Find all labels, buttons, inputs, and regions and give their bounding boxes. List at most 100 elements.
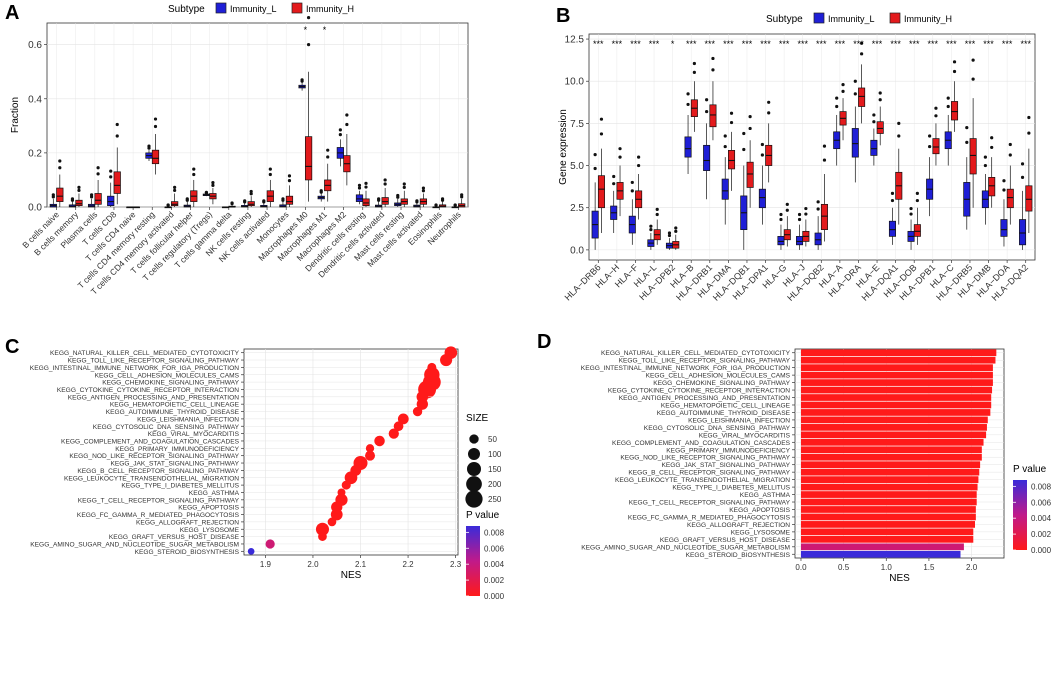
bar [800,498,977,506]
outlier-point [723,144,727,149]
outlier-point [440,197,445,201]
legend-swatch-b-0 [813,12,825,24]
bar [800,409,991,416]
pathway-label: KEGG_NATURAL_KILLER_CELL_MEDIATED_CYTOTO… [601,350,791,357]
pathway-label: KEGG_ASTHMA [189,490,240,497]
outlier-point [990,136,994,140]
outlier-point [453,203,457,207]
tick-label-y: 5.0 [570,161,584,172]
panel-label-b: B [556,5,570,27]
box-immunity_h [597,175,605,209]
significance-mark: *** [705,39,716,49]
pathway-label: KEGG_CELL_ADHESION_MOLECULES_CAMS [646,373,791,380]
significance-mark: *** [723,39,734,49]
outlier-point [230,201,234,205]
significance-mark: *** [965,39,976,49]
outlier-point [396,193,400,198]
tick-label-y: 0.0 [570,245,584,256]
tick-label-x: 0.5 [838,563,850,572]
legend-swatch-b-1 [889,12,901,24]
box-immunity_h [113,171,121,194]
colorbar-tick-label: 0.000 [484,592,505,601]
size-legend-label: 250 [488,495,502,504]
outlier-point [742,131,746,136]
size-legend-dot [466,461,482,477]
significance-mark: *** [760,39,771,49]
size-legend-label: 200 [488,480,502,489]
outlier-point [630,189,634,193]
outlier-point [383,178,387,182]
outlier-point [618,147,622,151]
tick-label-x: 2.2 [403,560,415,569]
box-immunity_l [703,144,711,171]
significance-mark: *** [612,39,623,49]
pathway-label: KEGG_APOPTOSIS [178,505,239,512]
pathway-label: KEGG_ANTIGEN_PROCESSING_AND_PRESENTATION [68,394,239,401]
box-immunity_h [1006,188,1014,209]
pathway-label: KEGG_LEUKOCYTE_TRANSENDOTHELIAL_MIGRATIO… [64,475,239,482]
outlier-point [816,207,820,211]
box-immunity_h [746,161,754,188]
pathway-label: KEGG_VIRAL_MYOCARDITIS [699,432,791,439]
tick-label-y: 0.0 [28,203,42,214]
outlier-point [872,120,876,124]
outlier-point [1002,188,1006,192]
box-immunity_h [94,193,102,205]
box-immunity_h [858,87,866,107]
pathway-label: KEGG_GRAFT_VERSUS_HOST_DISEASE [109,534,240,541]
outlier-point [249,189,253,194]
pathway-label: KEGG_LEUKOCYTE_TRANSENDOTHELIAL_MIGRATIO… [615,477,790,484]
outlier-point [249,192,253,196]
bar [800,424,987,431]
dot-point [388,428,399,439]
size-legend-dot [465,490,483,508]
colorbar-tick-label: 0.000 [1031,546,1052,555]
significance-mark: *** [872,39,883,49]
plot-area [46,22,469,208]
pathway-label: KEGG_CELL_ADHESION_MOLECULES_CAMS [95,372,240,379]
outlier-point [686,102,690,107]
box-immunity_l [1019,219,1027,246]
size-legend-label: 50 [488,435,497,444]
outlier-point [934,114,938,118]
outlier-point [797,217,802,222]
outlier-point [878,98,882,102]
outlier-point [705,98,709,102]
outlier-point [166,203,170,207]
outlier-point [153,117,158,121]
size-legend-label: 100 [488,450,502,459]
outlier-point [96,172,100,176]
significance-mark: *** [649,39,660,49]
legend-label-a-0: Immunity_L [230,4,277,14]
outlier-point [1020,162,1025,166]
box-immunity_l [851,128,859,158]
dot-point [247,547,255,555]
tick-label-y: 7.5 [570,119,584,130]
significance-mark: * [304,25,308,35]
pathway-label: KEGG_HEMATOPOIETIC_CELL_LINEAGE [110,402,240,409]
outlier-point [971,77,975,81]
pathway-label: KEGG_CHEMOKINE_SIGNALING_PATHWAY [653,380,790,387]
dot-point [412,406,423,417]
panel-b: B Subtype Immunity_L Immunity_H 0.0 2.5 5.0 7.5… [556,5,1036,303]
outlier-point [952,60,957,64]
outlier-point [204,190,209,194]
outlier-point [779,217,783,222]
pathway-label: KEGG_AMINO_SUGAR_AND_NUCLEOTIDE_SUGAR_ME… [581,544,790,551]
panel-d: D 0.0 0.5 1.0 1.5 2.0 KEGG_NATURAL_KILLER_CELL… [537,331,1052,584]
pathway-label: KEGG_PRIMARY_IMMUNODEFICIENCY [666,447,790,454]
significance-mark: *** [593,39,604,49]
box-immunity_l [684,136,692,158]
outlier-point [109,169,113,173]
box-immunity_h [304,136,313,181]
legend-swatch-a-0 [215,2,227,14]
pathway-label: KEGG_JAK_STAT_SIGNALING_PATHWAY [111,461,240,468]
bar [800,431,987,439]
outlier-point [402,185,406,189]
outlier-point [655,212,659,217]
colorbar-tick-label: 0.004 [484,560,505,569]
bar [800,349,997,357]
pathway-label: KEGG_CYTOKINE_CYTOKINE_RECEPTOR_INTERACT… [608,388,790,395]
box-immunity_h [362,198,370,206]
